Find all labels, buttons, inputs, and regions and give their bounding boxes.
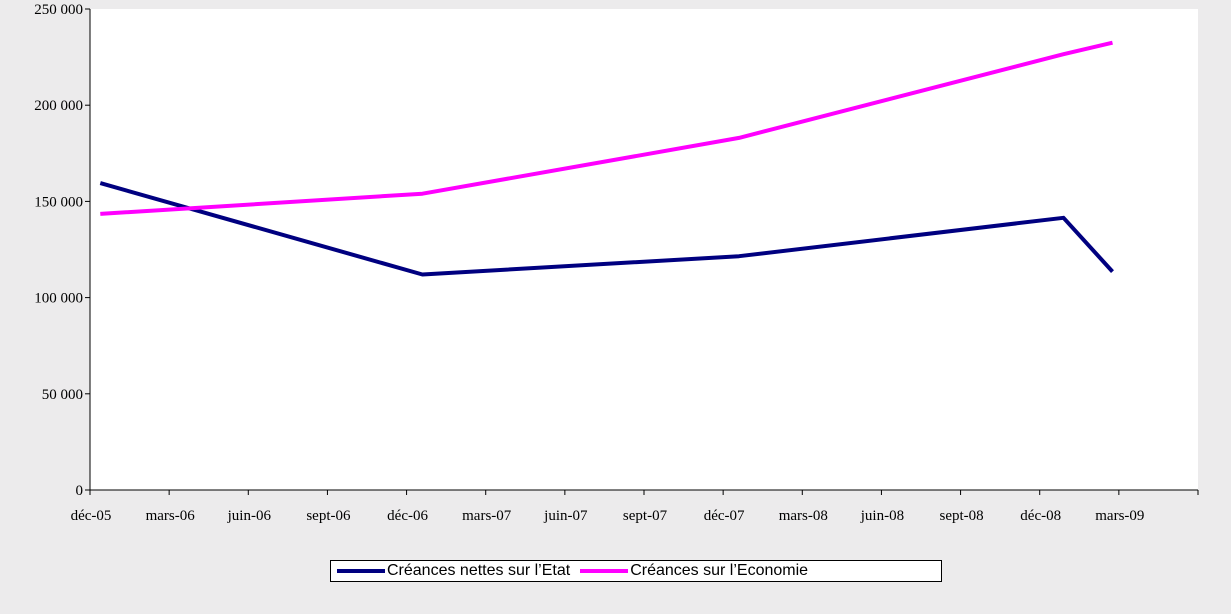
x-tick-label: déc-05	[71, 508, 112, 524]
x-tick-label: sept-06	[306, 508, 351, 524]
x-tick-label: sept-07	[623, 508, 668, 524]
plot-area	[90, 9, 1198, 490]
x-tick-label: mars-07	[462, 508, 512, 524]
y-tick-label: 250 000	[34, 2, 83, 18]
legend-item-1: Créances nettes sur l’Etat	[337, 562, 570, 580]
legend: Créances nettes sur l’Etat Créances sur l…	[330, 560, 942, 582]
x-tick-label: mars-06	[146, 508, 196, 524]
x-tick-label: juin-06	[227, 508, 272, 524]
legend-label: Créances nettes sur l’Etat	[387, 562, 571, 579]
x-tick-label: sept-08	[939, 508, 983, 524]
y-tick-label: 0	[76, 483, 84, 499]
x-tick-label: déc-07	[704, 508, 745, 524]
x-tick-label: juin-08	[860, 508, 904, 524]
y-tick-label: 100 000	[34, 291, 83, 307]
legend-label: Créances sur l’Economie	[630, 562, 809, 579]
x-tick-label: déc-06	[387, 508, 428, 524]
y-tick-label: 50 000	[42, 387, 83, 403]
x-tick-label: juin-07	[543, 508, 588, 524]
x-tick-label: mars-08	[779, 508, 828, 524]
y-tick-label: 200 000	[34, 98, 83, 114]
y-tick-label: 150 000	[34, 194, 83, 210]
x-tick-label: mars-09	[1095, 508, 1144, 524]
legend-swatch	[580, 569, 629, 573]
x-tick-label: déc-08	[1020, 508, 1061, 524]
legend-swatch	[337, 569, 385, 573]
legend-item-2: Créances sur l’Economie	[580, 562, 808, 580]
